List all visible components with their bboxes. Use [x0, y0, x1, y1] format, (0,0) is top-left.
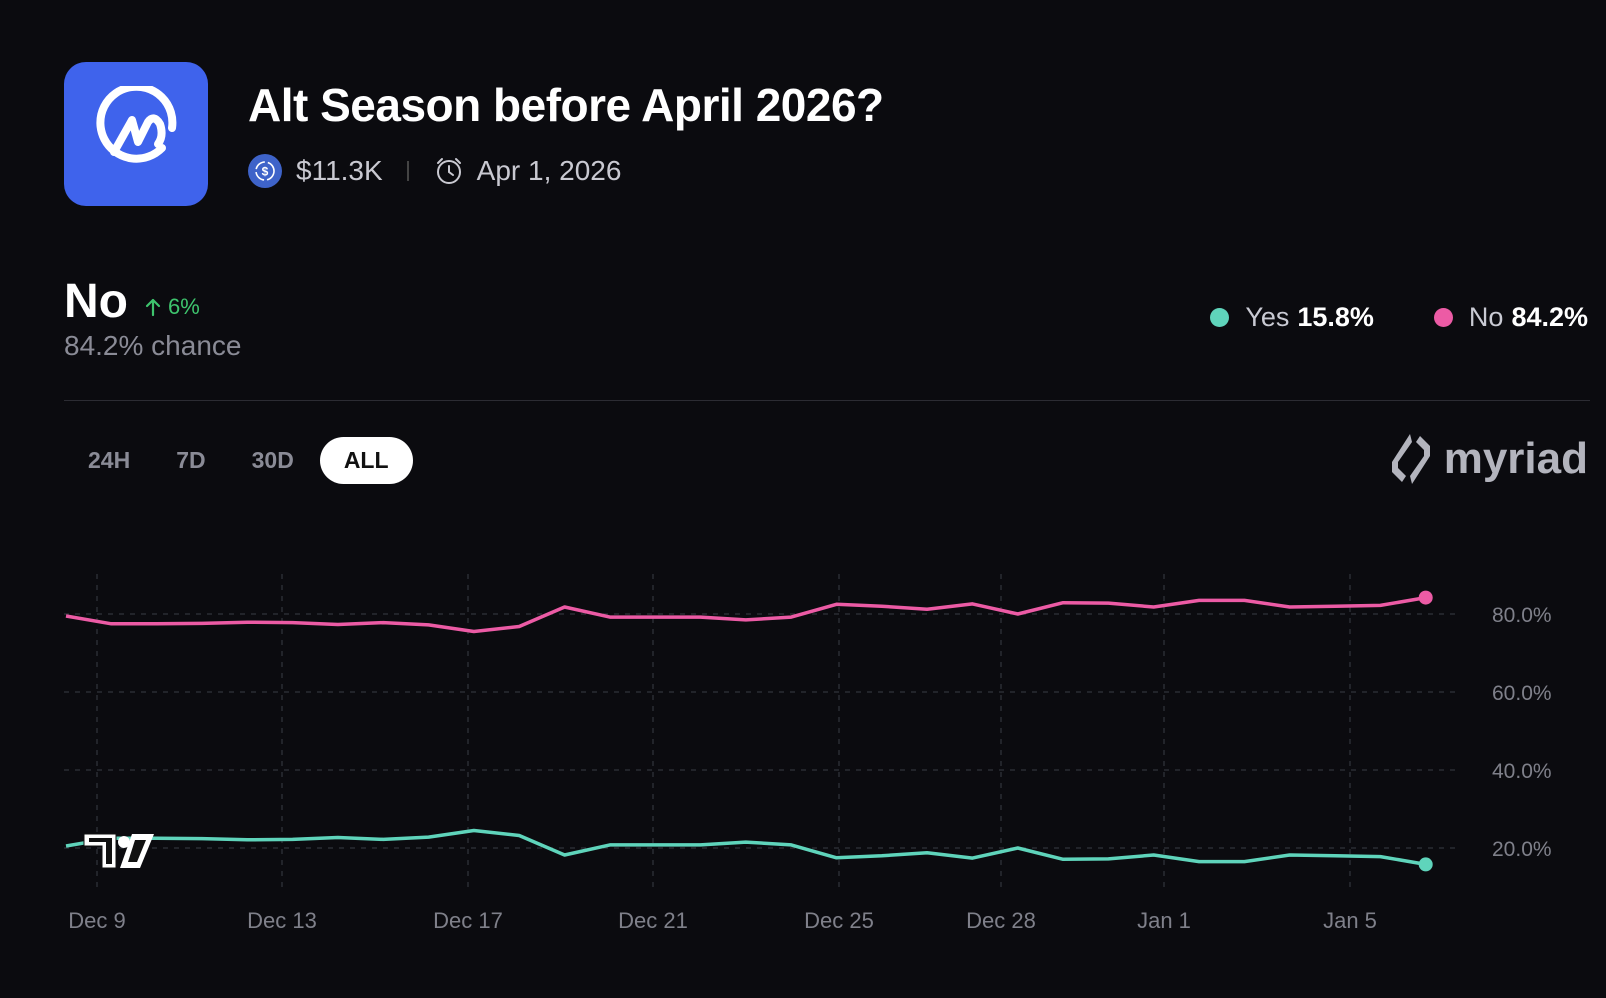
myriad-brand: myriad: [1388, 432, 1588, 486]
arrow-up-icon: [145, 298, 161, 317]
myriad-logo-icon: [1391, 434, 1430, 484]
meta-divider: [406, 161, 409, 181]
grid: [64, 574, 1458, 888]
outcome-chance: 84.2% chance: [64, 330, 242, 361]
market-title: Alt Season before April 2026?: [248, 79, 884, 131]
outcome-name: No: [64, 275, 128, 328]
selected-outcome: No 6%: [64, 274, 200, 329]
x-tick: Dec 28: [966, 908, 1036, 933]
series-no-line: [65, 595, 1426, 634]
tradingview-logo-icon: [83, 833, 154, 869]
tab-24h[interactable]: 24H: [88, 447, 131, 473]
brand-name: myriad: [1443, 434, 1588, 483]
legend-dot-no-icon: [1433, 308, 1453, 327]
legend-item-no[interactable]: No 84.2%: [1433, 302, 1588, 333]
y-tick: 20.0%: [1492, 838, 1552, 861]
series-yes-endpoint: [1418, 857, 1433, 872]
x-tick: Dec 21: [618, 908, 688, 933]
y-tick: 60.0%: [1492, 682, 1552, 705]
outcome-delta-value: 6%: [167, 294, 200, 319]
svg-text:$: $: [262, 165, 269, 179]
y-tick: 80.0%: [1492, 604, 1552, 627]
x-tick: Jan 5: [1323, 908, 1377, 933]
series-no-endpoint: [1418, 590, 1433, 605]
tab-all[interactable]: ALL: [319, 437, 413, 484]
coinmarketcap-logo-icon: [96, 86, 177, 163]
x-tick: Dec 9: [68, 908, 125, 933]
legend-label: Yes: [1245, 302, 1290, 332]
time-range-tabs: 24H 7D 30D ALL: [68, 437, 419, 484]
legend-dot-yes-icon: [1210, 308, 1230, 327]
x-tick: Dec 17: [433, 908, 503, 933]
market-logo: [64, 62, 208, 206]
usdc-coin-icon: $: [248, 154, 282, 188]
legend-value: 84.2%: [1511, 302, 1588, 332]
chart-legend: Yes 15.8% No 84.2%: [1150, 302, 1588, 333]
legend-value: 15.8%: [1297, 302, 1374, 332]
alarm-clock-icon: [433, 155, 465, 187]
legend-label: No: [1468, 302, 1504, 332]
tab-30d[interactable]: 30D: [251, 447, 294, 473]
price-chart: 80.0% 60.0% 40.0% 20.0% Dec 9 Dec 13 Dec…: [64, 574, 1552, 933]
y-tick: 40.0%: [1492, 760, 1552, 783]
x-tick: Jan 1: [1137, 908, 1191, 933]
x-axis: Dec 9 Dec 13 Dec 17 Dec 21 Dec 25 Dec 28…: [68, 908, 1377, 933]
x-tick: Dec 13: [247, 908, 317, 933]
volume-value: $11.3K: [296, 155, 383, 186]
market-meta: $ $11.3K Apr 1, 2026: [248, 154, 621, 188]
outcome-delta: 6%: [144, 294, 200, 320]
legend-item-yes[interactable]: Yes 15.8%: [1210, 302, 1374, 333]
y-axis: 80.0% 60.0% 40.0% 20.0%: [1492, 604, 1552, 861]
tab-7d[interactable]: 7D: [176, 447, 206, 473]
x-tick: Dec 25: [804, 908, 874, 933]
series-yes-line: [65, 828, 1426, 867]
section-divider: [64, 400, 1590, 401]
end-date: Apr 1, 2026: [476, 155, 622, 186]
